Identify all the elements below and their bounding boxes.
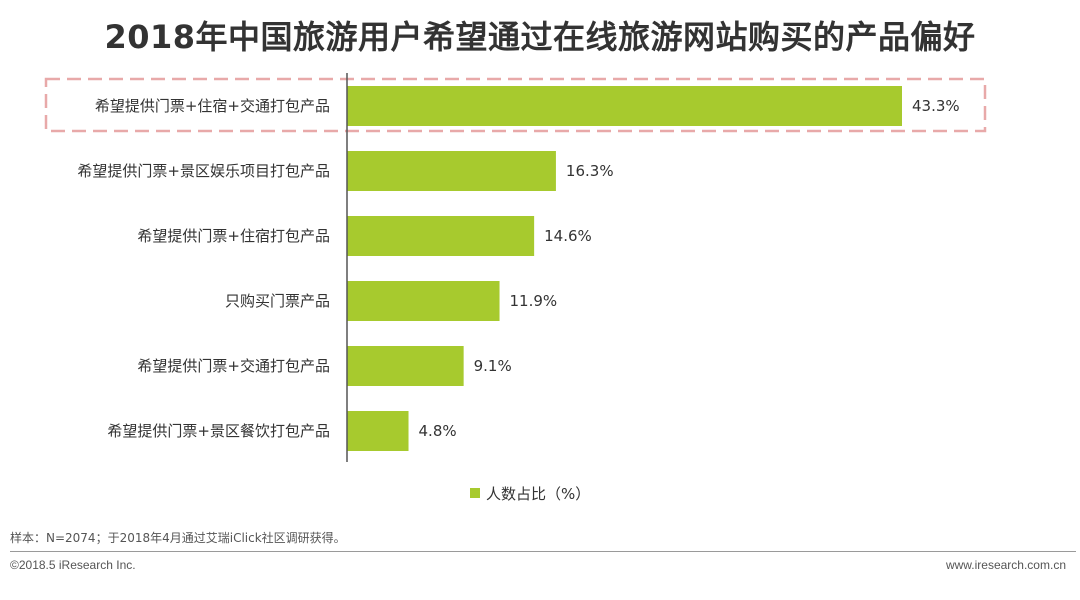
footer-divider	[10, 551, 1076, 552]
category-label-0: 希望提供门票+住宿+交通打包产品	[95, 97, 330, 115]
value-label-2: 14.6%	[544, 227, 592, 245]
value-label-3: 11.9%	[510, 292, 558, 310]
copyright: ©2018.5 iResearch Inc.	[10, 558, 136, 572]
value-label-0: 43.3%	[912, 97, 960, 115]
bar-0	[347, 86, 902, 126]
bar-4	[347, 346, 464, 386]
category-label-2: 希望提供门票+住宿打包产品	[137, 227, 330, 245]
category-label-1: 希望提供门票+景区娱乐项目打包产品	[77, 162, 330, 180]
value-label-1: 16.3%	[566, 162, 614, 180]
bars: 希望提供门票+住宿+交通打包产品 43.3% 希望提供门票+景区娱乐项目打包产品 16…	[77, 86, 960, 451]
website-url: www.iresearch.com.cn	[945, 558, 1066, 572]
bar-1	[347, 151, 556, 191]
legend-swatch	[470, 488, 480, 498]
category-label-5: 希望提供门票+景区餐饮打包产品	[107, 422, 330, 440]
bar-chart: 希望提供门票+住宿+交通打包产品 43.3% 希望提供门票+景区娱乐项目打包产品 16…	[44, 73, 987, 503]
bar-5	[347, 411, 409, 451]
category-label-3: 只购买门票产品	[225, 292, 330, 310]
value-label-5: 4.8%	[419, 422, 457, 440]
highlight-box	[44, 77, 987, 133]
value-label-4: 9.1%	[474, 357, 512, 375]
legend-label: 人数占比（%）	[486, 485, 590, 503]
sample-note: 样本：N=2074；于2018年4月通过艾瑞iClick社区调研获得。	[10, 531, 346, 545]
legend: 人数占比（%）	[470, 485, 590, 503]
bar-3	[347, 281, 500, 321]
chart-title: 2018年中国旅游用户希望通过在线旅游网站购买的产品偏好	[104, 18, 976, 56]
bar-2	[347, 216, 535, 256]
category-label-4: 希望提供门票+交通打包产品	[137, 357, 330, 375]
